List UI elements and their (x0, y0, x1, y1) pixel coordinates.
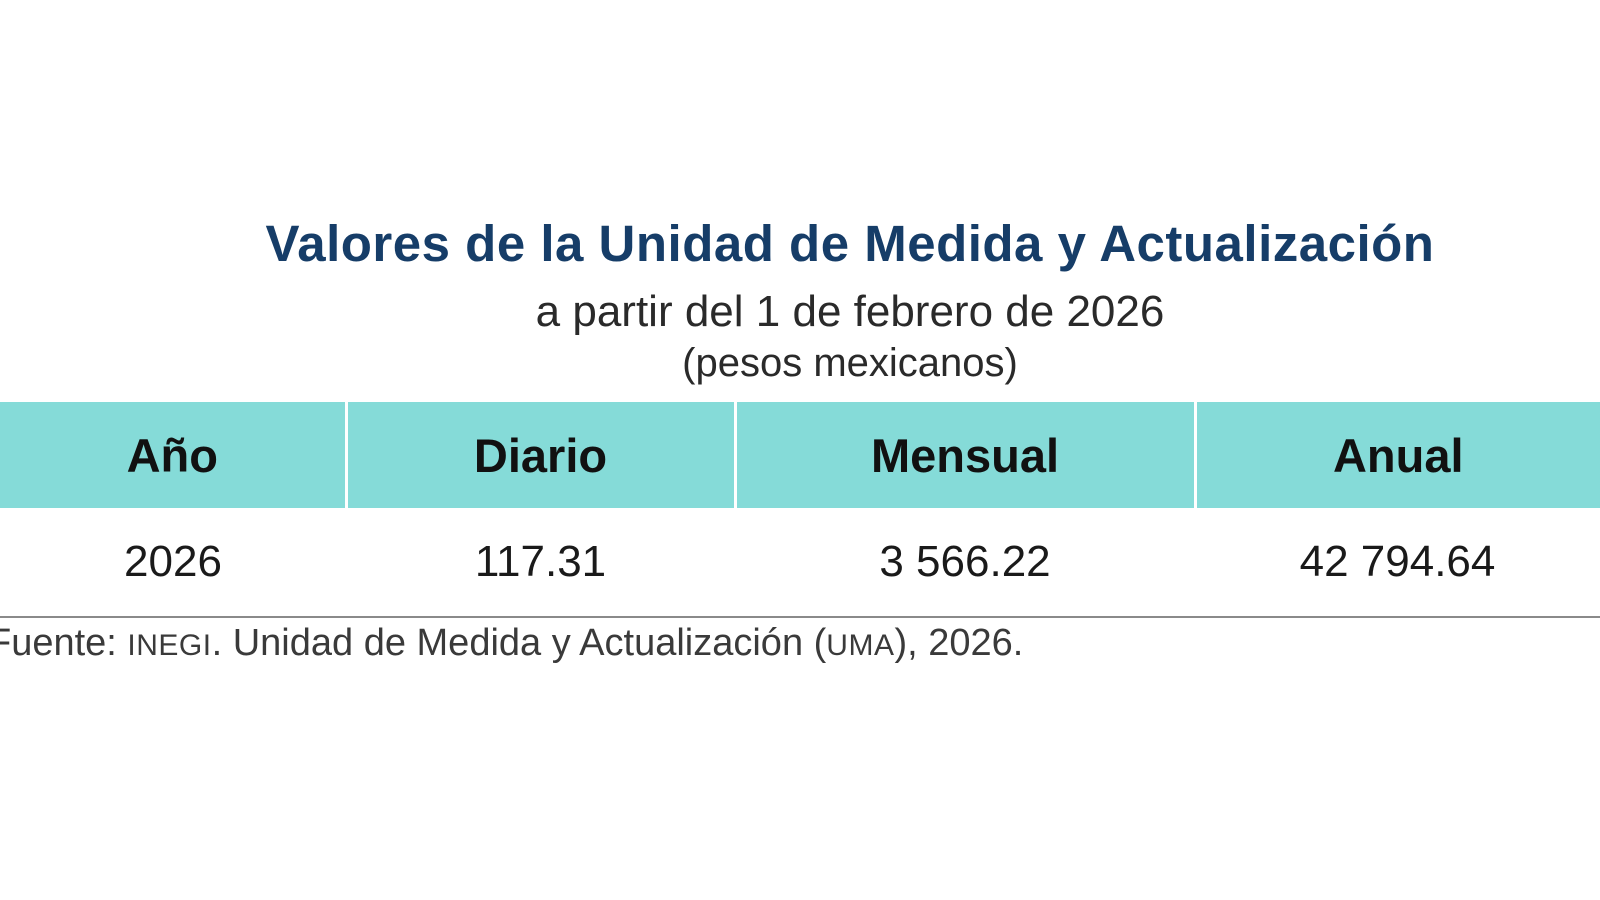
units-note: (pesos mexicanos) (682, 341, 1018, 385)
page-title: Valores de la Unidad de Medida y Actuali… (265, 215, 1435, 272)
source-uma-abbr: UMA (826, 629, 895, 662)
source-suffix: ), 2026. (894, 622, 1024, 664)
cell-year: 2026 (0, 508, 346, 618)
column-header-annual: Anual (1193, 402, 1600, 508)
table-row: 2026 117.31 3 566.22 42 794.64 (0, 508, 1600, 618)
cell-daily: 117.31 (346, 508, 735, 618)
table-header-row: Año Diario Mensual Anual (0, 402, 1600, 508)
column-header-daily: Diario (344, 402, 735, 508)
column-header-year: Año (0, 402, 346, 508)
source-middle: . Unidad de Medida y Actualización ( (211, 622, 827, 664)
source-note: Fuente: INEGI. Unidad de Medida y Actual… (0, 622, 1023, 665)
source-prefix: Fuente: (0, 622, 128, 664)
page-subtitle: a partir del 1 de febrero de 2026 (535, 287, 1165, 336)
uma-values-table: Año Diario Mensual Anual 2026 117.31 3 5… (0, 402, 1600, 618)
source-org-abbr: INEGI (127, 629, 212, 662)
cell-annual: 42 794.64 (1195, 508, 1600, 618)
column-header-monthly: Mensual (733, 402, 1195, 508)
cell-monthly: 3 566.22 (735, 508, 1195, 618)
